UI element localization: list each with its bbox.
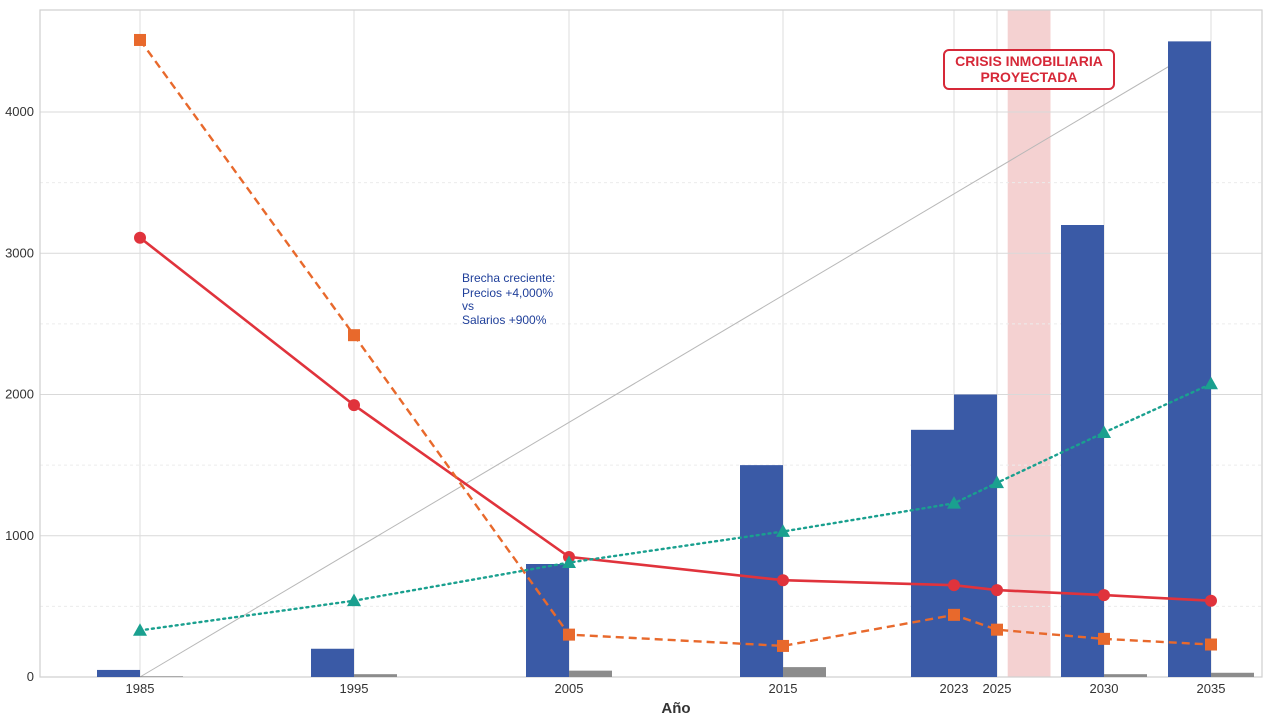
line-marker-circle (777, 574, 789, 587)
bar-secondary (569, 670, 612, 677)
line-marker-circle (1098, 589, 1110, 602)
line-marker-square (991, 623, 1003, 636)
line-marker-circle (948, 579, 960, 592)
x-tick-label: 2035 (1197, 681, 1226, 696)
line-marker-square (134, 33, 146, 46)
crisis-label-line-1: CRISIS INMOBILIARIA (955, 53, 1103, 69)
bar-secondary (1104, 674, 1147, 677)
bar-primary (97, 669, 140, 677)
line-marker-circle (1205, 594, 1217, 607)
line-marker-triangle (947, 496, 961, 509)
bar-layer (97, 41, 1254, 677)
plot-frame (39, 9, 1263, 678)
y-tick-label: 3000 (5, 245, 34, 260)
line-marker-triangle (990, 475, 1004, 489)
bar-secondary (1211, 672, 1254, 677)
line-marker-triangle (562, 555, 576, 568)
bar-primary (911, 429, 954, 677)
line-marker-circle (991, 584, 1003, 597)
x-tick-label: 2015 (769, 681, 798, 696)
crisis-label-line-2: PROYECTADA (981, 69, 1078, 85)
line-marker-triangle (133, 623, 147, 636)
line-series-2 (139, 39, 1212, 648)
axis-layer: 0 1000 2000 3000 4000 1985 1995 2005 2015 2023 202… (5, 104, 1225, 696)
x-tick-label: 2030 (1090, 681, 1119, 696)
gap-note-line-4: Salarios +900% (462, 313, 547, 327)
gap-note-line-3: vs (462, 299, 474, 313)
annotation-layer: Brecha creciente: Precios +4,000% vs Sal… (462, 49, 1115, 327)
gap-note-line-2: Precios +4,000% (462, 286, 553, 300)
bar-secondary (140, 676, 183, 677)
bar-secondary (783, 667, 826, 677)
line-series-1 (139, 236, 1212, 602)
line-marker-circle (348, 399, 360, 412)
x-tick-label: 1995 (340, 681, 369, 696)
y-tick-label: 2000 (5, 387, 34, 402)
trend-line-layer (139, 40, 1212, 678)
x-tick-label: 1985 (126, 681, 155, 696)
line-series-3 (138, 382, 1213, 632)
line-marker-triangle (776, 524, 790, 537)
bar-primary (1061, 225, 1104, 677)
line-marker-triangle (347, 593, 361, 607)
y-tick-label: 1000 (5, 528, 34, 543)
line-marker-square (777, 639, 789, 652)
bar-primary (311, 648, 354, 677)
bar-primary (740, 465, 783, 677)
x-axis-title: Año (661, 700, 690, 717)
line-marker-triangle (1097, 425, 1111, 439)
trend-line (139, 40, 1212, 678)
line-marker-triangle (1204, 376, 1218, 390)
bar-primary (954, 394, 997, 677)
x-tick-label: 2023 (940, 681, 969, 696)
y-tick-label: 0 (27, 669, 34, 684)
crisis-label-box (943, 49, 1115, 90)
shaded-band-layer (1007, 10, 1051, 677)
gap-note-line-1: Brecha creciente: (462, 271, 555, 285)
line-marker-square (563, 628, 575, 641)
line-marker-square (1098, 632, 1110, 645)
line-marker-square (348, 329, 360, 342)
x-tick-label: 2025 (983, 681, 1012, 696)
line-layer (133, 33, 1218, 652)
line-marker-square (948, 608, 960, 621)
bar-primary (1168, 41, 1211, 677)
bar-primary (526, 564, 569, 677)
line-marker-square (1205, 638, 1217, 651)
line-marker-circle (134, 231, 146, 244)
y-tick-label: 4000 (5, 104, 34, 119)
bar-secondary (354, 674, 397, 677)
x-tick-label: 2005 (555, 681, 584, 696)
crisis-shaded-band (1007, 10, 1051, 677)
